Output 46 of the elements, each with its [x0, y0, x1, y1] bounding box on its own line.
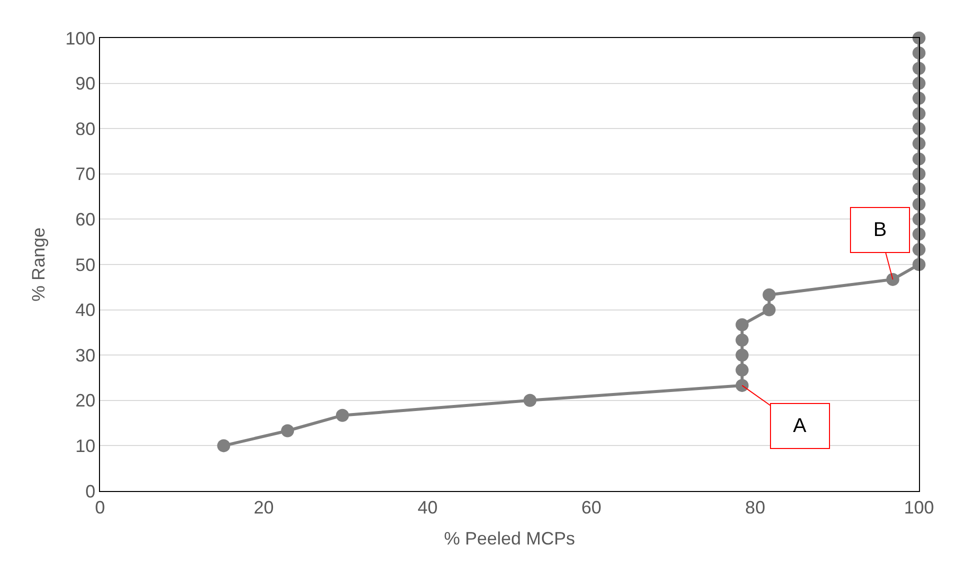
y-tick-label: 30 [75, 345, 96, 366]
y-tick-label: 90 [75, 74, 96, 94]
y-tick-label: 0 [85, 481, 96, 502]
point [912, 137, 926, 150]
y-tick-label: 40 [75, 300, 96, 320]
x-tick-label: 80 [745, 498, 766, 518]
point [912, 152, 926, 166]
point [736, 364, 749, 377]
point [912, 107, 926, 120]
point [912, 76, 926, 90]
point [736, 334, 749, 347]
point [762, 303, 776, 316]
point [912, 122, 926, 136]
point [336, 408, 349, 422]
y-tick-label: 60 [75, 210, 96, 230]
x-tick-label: 100 [904, 498, 934, 518]
point [912, 62, 926, 75]
y-tick-label: 50 [75, 254, 96, 275]
point [281, 424, 294, 438]
point [217, 439, 230, 452]
annotation: B [873, 219, 887, 241]
point [912, 46, 926, 60]
point [912, 243, 926, 256]
y-tick-label: 20 [75, 390, 96, 411]
point [762, 288, 776, 302]
point [912, 228, 926, 241]
y-tick-label: 100 [65, 28, 96, 48]
y-tick-label: 10 [75, 436, 96, 456]
point [523, 394, 536, 407]
x-tick-label: 60 [581, 498, 602, 518]
point [736, 318, 749, 332]
y-axis-title: % Range [28, 227, 49, 302]
point [736, 348, 749, 362]
x-tick-label: 40 [418, 498, 438, 518]
point [912, 182, 926, 196]
point [912, 212, 926, 226]
x-tick-label: 20 [254, 498, 274, 518]
point [912, 32, 926, 44]
x-axis-title: % Peeled MCPs [444, 528, 576, 549]
point [886, 272, 900, 286]
annotation: A [793, 415, 807, 437]
point [736, 378, 749, 392]
point [912, 258, 926, 271]
y-tick-label: 70 [75, 164, 96, 184]
y-tick-label: 80 [75, 118, 96, 139]
point [912, 167, 926, 180]
